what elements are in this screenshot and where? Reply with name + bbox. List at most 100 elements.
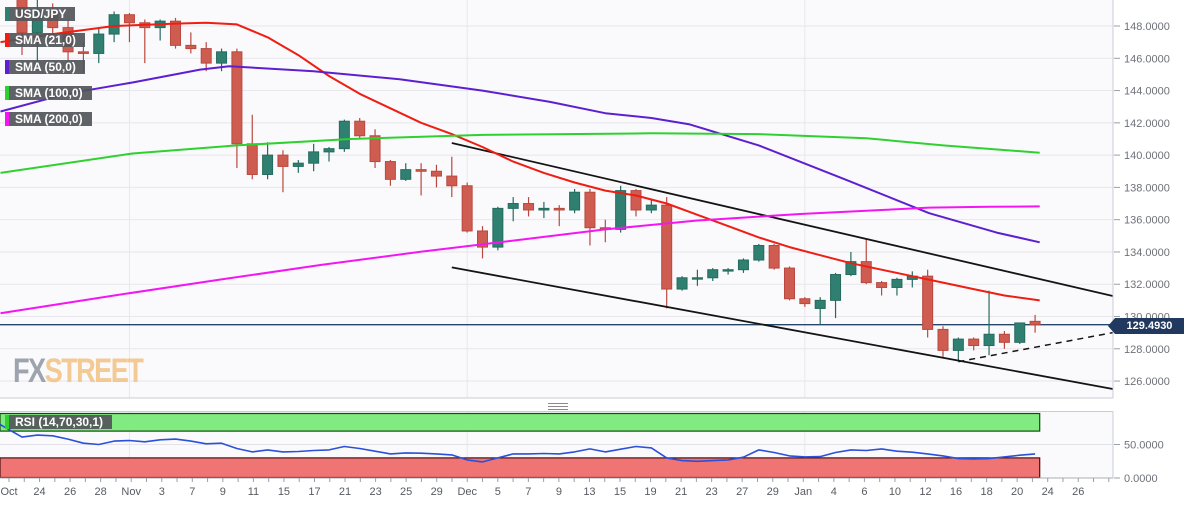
sma100-swatch: [5, 86, 9, 100]
candle-body: [277, 154, 289, 167]
legend-sma21-label: SMA (21,0): [9, 33, 85, 47]
candle-body: [354, 120, 366, 137]
date-axis-label: 26: [64, 486, 76, 498]
candle-body: [584, 191, 596, 229]
date-axis-label: 13: [583, 486, 595, 498]
price-axis-label: 140.0000: [1124, 150, 1170, 162]
candle-body: [983, 333, 995, 347]
candle-body: [200, 48, 212, 64]
candle-body: [676, 277, 688, 290]
candle-body: [691, 277, 703, 280]
sma200-line: [0, 205, 1040, 315]
date-axis-label: 6: [861, 486, 867, 498]
candle-body: [722, 269, 734, 272]
candle-body: [630, 190, 642, 211]
date-axis-label: Dec: [457, 486, 477, 498]
date-axis-label: 17: [308, 486, 320, 498]
legend-symbol[interactable]: USD/JPY: [5, 7, 76, 21]
candle-body: [93, 33, 105, 54]
price-axis-label: 134.0000: [1124, 247, 1170, 259]
candle-body: [799, 298, 811, 305]
price-axis-label: 136.0000: [1124, 215, 1170, 227]
rsi-overbought-band: [0, 412, 1041, 432]
legend-sma50[interactable]: SMA (50,0): [5, 60, 85, 74]
date-axis-label: 23: [706, 486, 718, 498]
candle-body: [477, 230, 488, 248]
current-price-tag: 129.4930: [1115, 318, 1184, 334]
date-axis-label: 19: [644, 486, 656, 498]
rsi-swatch: [5, 415, 9, 429]
candle-body: [860, 261, 872, 284]
date-axis-label: 23: [369, 486, 381, 498]
candle-body: [308, 151, 320, 164]
legend-rsi[interactable]: RSI (14,70,30,1): [5, 415, 113, 429]
candle-body: [645, 204, 657, 211]
date-axis-label: Nov: [121, 486, 141, 498]
candle-body: [952, 338, 964, 351]
candle-body: [77, 51, 89, 54]
date-axis-label: 28: [95, 486, 107, 498]
legend-sma100[interactable]: SMA (100,0): [5, 86, 92, 100]
panel-borders: [0, 0, 1114, 479]
legend-sma200[interactable]: SMA (200,0): [5, 112, 92, 126]
candle-body: [937, 328, 949, 351]
date-axis-label: 3: [159, 486, 165, 498]
legend-rsi-label: RSI (14,70,30,1): [9, 415, 113, 429]
date-axis-label: 29: [431, 486, 443, 498]
date-axis[interactable]: Oct 24 26 28 Nov 3 7 9 11 15 17 21 23 25 29 Dec 5 7 9 13 15 1…: [0, 478, 1110, 498]
date-axis-label: 9: [220, 486, 226, 498]
symbol-swatch: [5, 7, 9, 21]
panel-resize-grip[interactable]: [548, 403, 568, 404]
candle-body: [753, 244, 765, 261]
candle-body: [891, 278, 903, 288]
candle-body: [661, 204, 673, 290]
price-axis-label: 146.0000: [1124, 53, 1170, 65]
candle-body: [461, 185, 473, 232]
date-axis-label: Jan: [794, 486, 812, 498]
date-axis-label: 12: [919, 486, 931, 498]
rising-support-dashed: [958, 331, 1113, 363]
legend-sma21[interactable]: SMA (21,0): [5, 33, 85, 47]
candle-body: [998, 333, 1010, 343]
price-axis[interactable]: 148.0000 146.0000 144.0000 142.0000 140.0000…: [1114, 21, 1170, 485]
rsi-axis-label: 50.0000: [1124, 440, 1164, 452]
candle-body: [523, 203, 535, 211]
channel-top: [451, 142, 1113, 297]
date-axis-label: 25: [400, 486, 412, 498]
channel-bottom: [451, 266, 1113, 390]
sma50-swatch: [5, 60, 9, 74]
sma21-line: [0, 21, 1040, 302]
date-axis-label: 29: [767, 486, 779, 498]
legend-sma50-label: SMA (50,0): [9, 60, 85, 74]
fxstreet-watermark: FXSTREET: [13, 352, 144, 391]
candle-body: [845, 261, 857, 276]
date-axis-label: 16: [950, 486, 962, 498]
candle-body: [707, 269, 719, 279]
candle-body: [768, 244, 780, 269]
candle-body: [784, 267, 795, 300]
candle-body: [1014, 322, 1026, 343]
price-axis-label: 142.0000: [1124, 118, 1170, 130]
candle-body: [553, 207, 565, 211]
candle-body: [430, 170, 442, 177]
date-axis-label: 27: [736, 486, 748, 498]
price-tag-arrow: [1108, 318, 1115, 334]
legend-symbol-label: USD/JPY: [9, 7, 76, 21]
date-axis-label: 24: [1042, 486, 1054, 498]
candle-body: [123, 14, 135, 24]
candle-body: [538, 207, 550, 211]
candle-body: [814, 299, 826, 309]
candle-body: [108, 14, 120, 35]
candle-body: [400, 169, 412, 180]
candles-series: [16, 0, 1041, 362]
sma200-swatch: [5, 112, 9, 126]
candle-body: [231, 51, 243, 145]
date-axis-label: 21: [675, 486, 687, 498]
date-axis-label: 26: [1072, 486, 1084, 498]
price-axis-label: 132.0000: [1124, 279, 1170, 291]
legend-sma200-label: SMA (200,0): [9, 112, 92, 126]
date-axis-label: 15: [614, 486, 626, 498]
date-axis-label: 18: [980, 486, 992, 498]
